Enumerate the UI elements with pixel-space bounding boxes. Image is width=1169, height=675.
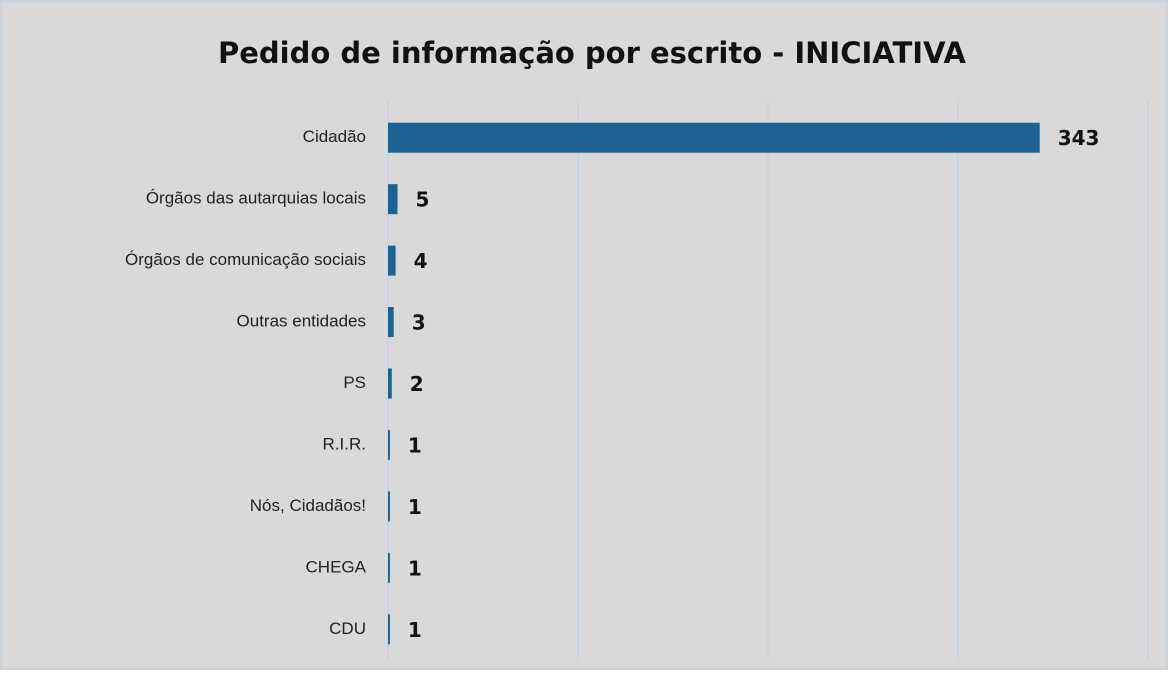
y-tick-label: R.I.R. xyxy=(323,434,366,453)
bar xyxy=(388,491,390,522)
data-label: 5 xyxy=(416,188,430,212)
data-label: 1 xyxy=(408,433,422,457)
data-label: 343 xyxy=(1058,126,1100,150)
data-label: 1 xyxy=(408,618,422,642)
bar xyxy=(388,307,394,338)
y-tick-label: CDU xyxy=(329,619,366,638)
bar xyxy=(388,122,1040,153)
y-tick-label: Cidadão xyxy=(303,127,366,146)
data-label: 1 xyxy=(408,495,422,519)
bar xyxy=(388,368,392,399)
bar xyxy=(388,429,390,460)
y-tick-label: Outras entidades xyxy=(237,312,366,331)
bar xyxy=(388,184,398,215)
y-tick-label: CHEGA xyxy=(306,557,367,576)
y-tick-label: Órgãos de comunicação sociais xyxy=(125,250,366,269)
bar xyxy=(388,614,390,645)
data-label: 4 xyxy=(414,249,428,273)
data-label: 1 xyxy=(408,556,422,580)
y-tick-label: Órgãos das autarquias locais xyxy=(146,189,366,208)
y-tick-label: Nós, Cidadãos! xyxy=(250,496,366,515)
chart-title: Pedido de informação por escrito - INICI… xyxy=(218,36,967,70)
bar xyxy=(388,245,396,276)
data-label: 2 xyxy=(410,372,424,396)
y-tick-label: PS xyxy=(343,373,366,392)
bar xyxy=(388,552,390,583)
data-label: 3 xyxy=(412,311,426,335)
